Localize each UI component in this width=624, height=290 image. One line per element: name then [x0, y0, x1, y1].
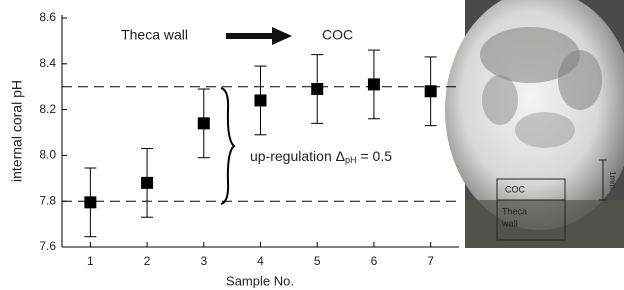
- chart: COC Theca wall 1mm Theca wall COC up-reg…: [0, 0, 624, 290]
- annotation: Theca wall: [121, 27, 188, 43]
- scale-label: 1mm: [608, 171, 617, 189]
- marker: [311, 83, 323, 95]
- marker: [255, 94, 267, 106]
- x-tick-label: 5: [314, 254, 321, 268]
- inset-label: wall: [501, 218, 518, 228]
- x-tick-label: 6: [371, 254, 378, 268]
- annotation-part: = 0.5: [360, 148, 392, 164]
- inset-label: COC: [505, 184, 526, 194]
- y-tick-label: 8.4: [39, 56, 56, 70]
- y-tick-label: 8.0: [39, 148, 56, 162]
- annotation: up-regulation ΔpH= 0.5: [250, 148, 392, 166]
- marker: [84, 196, 96, 208]
- y-tick-label: 7.6: [39, 239, 56, 253]
- annotation-part: up-regulation Δ: [250, 148, 345, 164]
- x-tick-label: 4: [257, 254, 264, 268]
- annotation: COC: [322, 27, 353, 43]
- y-tick-label: 8.6: [39, 10, 56, 24]
- y-tick-label: 7.8: [39, 193, 56, 207]
- brace: [221, 88, 234, 204]
- y-tick-label: 8.2: [39, 102, 56, 116]
- x-tick-label: 3: [200, 254, 207, 268]
- marker: [198, 117, 210, 129]
- marker: [141, 177, 153, 189]
- y-axis-title: internal coral pH: [9, 80, 25, 182]
- arrow: [226, 27, 292, 45]
- photo: COC Theca wall 1mm: [445, 0, 624, 248]
- inset-label: Theca: [502, 206, 527, 216]
- marker: [425, 85, 437, 97]
- marker: [368, 78, 380, 90]
- page: COC Theca wall 1mm Theca wall COC up-reg…: [0, 0, 624, 290]
- x-tick-label: 1: [87, 254, 94, 268]
- annotation-part: pH: [345, 155, 357, 165]
- x-tick-label: 2: [144, 254, 151, 268]
- x-tick-label: 7: [427, 254, 434, 268]
- x-axis-title: Sample No.: [226, 273, 294, 288]
